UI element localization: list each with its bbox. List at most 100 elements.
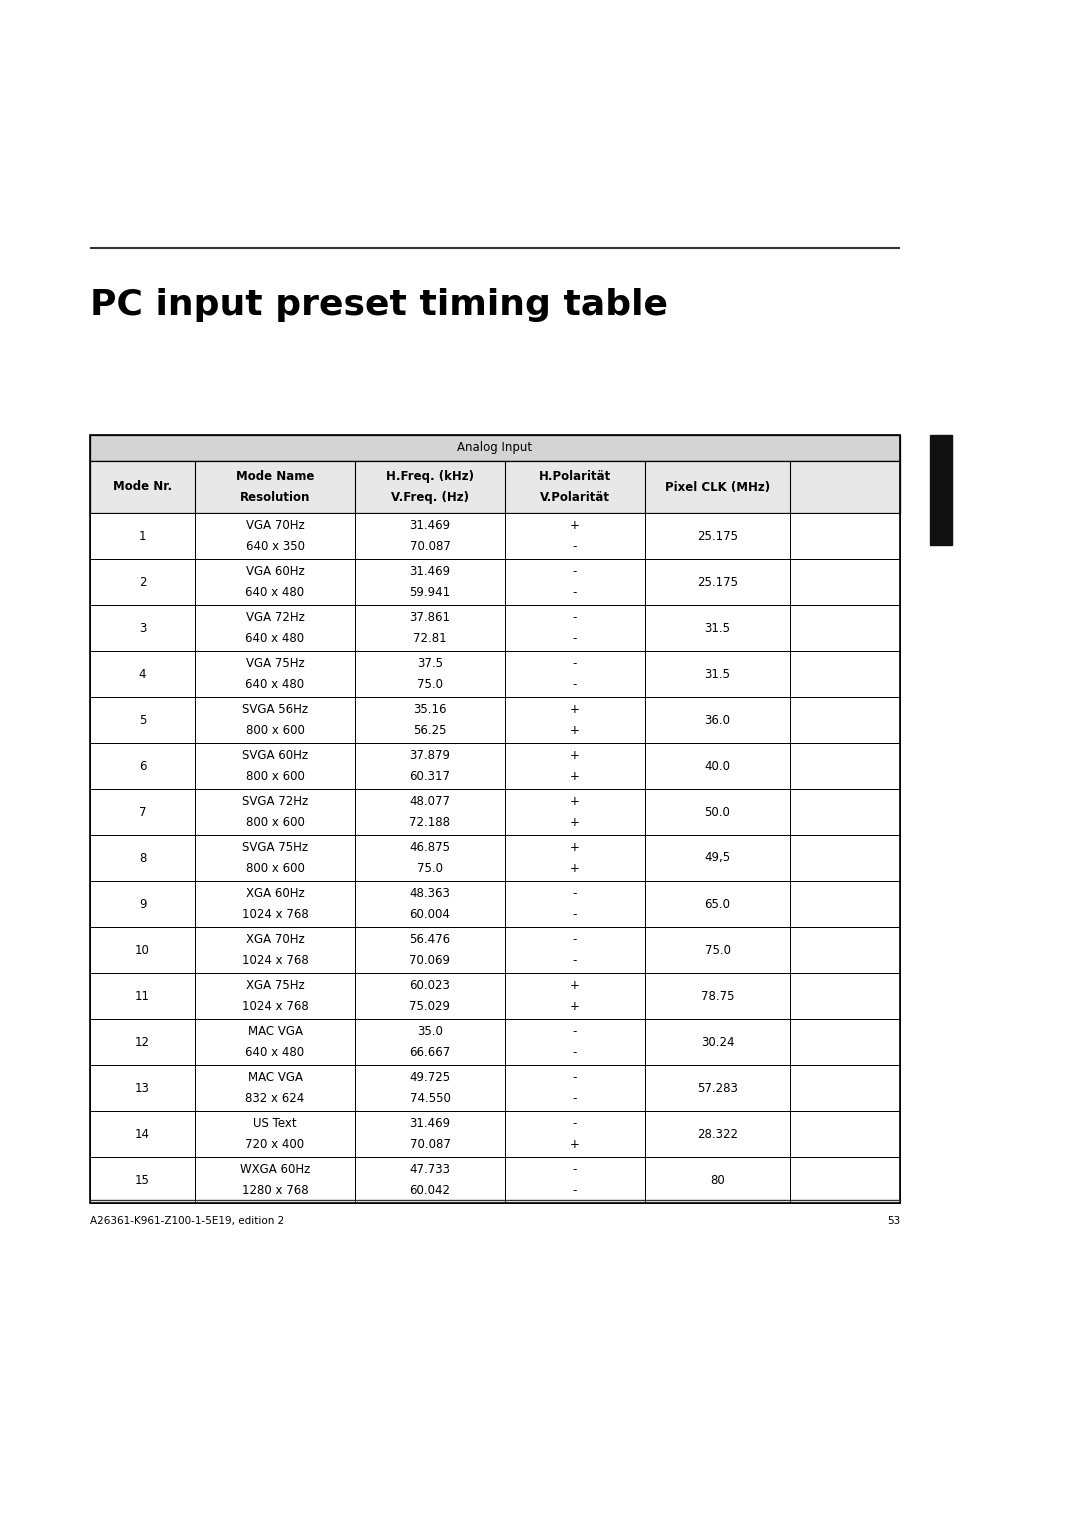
Text: +: + xyxy=(570,999,580,1013)
Text: 15: 15 xyxy=(135,1174,150,1187)
Text: 35.0: 35.0 xyxy=(417,1025,443,1039)
Text: 1024 x 768: 1024 x 768 xyxy=(242,908,309,920)
Text: 35.16: 35.16 xyxy=(414,703,447,717)
Text: -: - xyxy=(572,677,577,691)
Bar xyxy=(90,1111,900,1157)
Bar xyxy=(90,927,900,973)
Text: 48.077: 48.077 xyxy=(409,796,450,808)
Text: XGA 60Hz: XGA 60Hz xyxy=(245,888,305,900)
Text: 800 x 600: 800 x 600 xyxy=(245,862,305,874)
Text: SVGA 60Hz: SVGA 60Hz xyxy=(242,749,308,762)
Text: 10: 10 xyxy=(135,943,150,957)
Text: 800 x 600: 800 x 600 xyxy=(245,770,305,782)
Text: VGA 60Hz: VGA 60Hz xyxy=(245,565,305,579)
Text: -: - xyxy=(572,1184,577,1196)
Text: US Text: US Text xyxy=(253,1117,297,1131)
Text: 8: 8 xyxy=(139,851,146,865)
Text: 75.0: 75.0 xyxy=(417,862,443,874)
Text: VGA 72Hz: VGA 72Hz xyxy=(245,611,305,625)
Text: XGA 70Hz: XGA 70Hz xyxy=(245,934,305,946)
Text: 9: 9 xyxy=(138,897,146,911)
Text: 640 x 480: 640 x 480 xyxy=(245,585,305,599)
Text: -: - xyxy=(572,631,577,645)
Text: H.Polarität: H.Polarität xyxy=(539,469,611,483)
Text: 640 x 480: 640 x 480 xyxy=(245,677,305,691)
Text: 46.875: 46.875 xyxy=(409,842,450,854)
Text: SVGA 75Hz: SVGA 75Hz xyxy=(242,842,308,854)
Bar xyxy=(930,435,951,545)
Text: 65.0: 65.0 xyxy=(704,897,730,911)
Text: 37.861: 37.861 xyxy=(409,611,450,625)
Text: 11: 11 xyxy=(135,990,150,1002)
Text: -: - xyxy=(572,908,577,920)
Text: Pixel CLK (MHz): Pixel CLK (MHz) xyxy=(665,480,770,494)
Text: 14: 14 xyxy=(135,1128,150,1140)
Text: 78.75: 78.75 xyxy=(701,990,734,1002)
Text: 60.004: 60.004 xyxy=(409,908,450,920)
Text: PC input preset timing table: PC input preset timing table xyxy=(90,287,669,322)
Text: 640 x 480: 640 x 480 xyxy=(245,1045,305,1059)
Text: 6: 6 xyxy=(138,759,146,773)
Text: +: + xyxy=(570,1138,580,1151)
Bar xyxy=(90,513,900,559)
Bar xyxy=(90,788,900,834)
Text: -: - xyxy=(572,1071,577,1085)
Text: 56.476: 56.476 xyxy=(409,934,450,946)
Text: VGA 75Hz: VGA 75Hz xyxy=(245,657,305,671)
Text: 31.469: 31.469 xyxy=(409,1117,450,1131)
Text: XGA 75Hz: XGA 75Hz xyxy=(245,979,305,992)
Text: 47.733: 47.733 xyxy=(409,1163,450,1177)
Text: 75.0: 75.0 xyxy=(417,677,443,691)
Text: Resolution: Resolution xyxy=(240,492,310,504)
Text: 66.667: 66.667 xyxy=(409,1045,450,1059)
Text: 74.550: 74.550 xyxy=(409,1091,450,1105)
Text: -: - xyxy=(572,1045,577,1059)
Text: +: + xyxy=(570,796,580,808)
Bar xyxy=(90,1019,900,1065)
Text: 25.175: 25.175 xyxy=(697,530,738,542)
Text: -: - xyxy=(572,953,577,967)
Text: V.Freq. (Hz): V.Freq. (Hz) xyxy=(391,492,469,504)
Text: 12: 12 xyxy=(135,1036,150,1048)
Text: 2: 2 xyxy=(138,576,146,588)
Text: -: - xyxy=(572,539,577,553)
Text: A26361-K961-Z100-1-5E19, edition 2: A26361-K961-Z100-1-5E19, edition 2 xyxy=(90,1216,284,1225)
Text: Mode Nr.: Mode Nr. xyxy=(113,480,172,494)
Text: 720 x 400: 720 x 400 xyxy=(245,1138,305,1151)
Text: 5: 5 xyxy=(139,714,146,726)
Text: 60.042: 60.042 xyxy=(409,1184,450,1196)
Text: 30.24: 30.24 xyxy=(701,1036,734,1048)
Text: +: + xyxy=(570,703,580,717)
Text: +: + xyxy=(570,724,580,736)
Bar xyxy=(90,1157,900,1203)
Text: 37.879: 37.879 xyxy=(409,749,450,762)
Text: Analog Input: Analog Input xyxy=(458,442,532,454)
Text: 56.25: 56.25 xyxy=(414,724,447,736)
Text: MAC VGA: MAC VGA xyxy=(247,1025,302,1039)
Text: -: - xyxy=(572,585,577,599)
Text: 25.175: 25.175 xyxy=(697,576,738,588)
Text: V.Polarität: V.Polarität xyxy=(540,492,610,504)
Text: 48.363: 48.363 xyxy=(409,888,450,900)
Bar xyxy=(90,461,900,513)
Text: +: + xyxy=(570,862,580,874)
Text: 3: 3 xyxy=(139,622,146,634)
Text: +: + xyxy=(570,979,580,992)
Text: -: - xyxy=(572,565,577,579)
Text: 50.0: 50.0 xyxy=(704,805,730,819)
Text: SVGA 56Hz: SVGA 56Hz xyxy=(242,703,308,717)
Text: 31.469: 31.469 xyxy=(409,520,450,532)
Text: +: + xyxy=(570,842,580,854)
Text: 53: 53 xyxy=(887,1216,900,1225)
Text: 36.0: 36.0 xyxy=(704,714,730,726)
Text: Mode Name: Mode Name xyxy=(235,469,314,483)
Bar xyxy=(90,605,900,651)
Bar xyxy=(90,882,900,927)
Bar xyxy=(90,1065,900,1111)
Text: -: - xyxy=(572,934,577,946)
Text: MAC VGA: MAC VGA xyxy=(247,1071,302,1085)
Bar xyxy=(90,559,900,605)
Text: 31.5: 31.5 xyxy=(704,668,730,680)
Text: 70.087: 70.087 xyxy=(409,539,450,553)
Text: 31.5: 31.5 xyxy=(704,622,730,634)
